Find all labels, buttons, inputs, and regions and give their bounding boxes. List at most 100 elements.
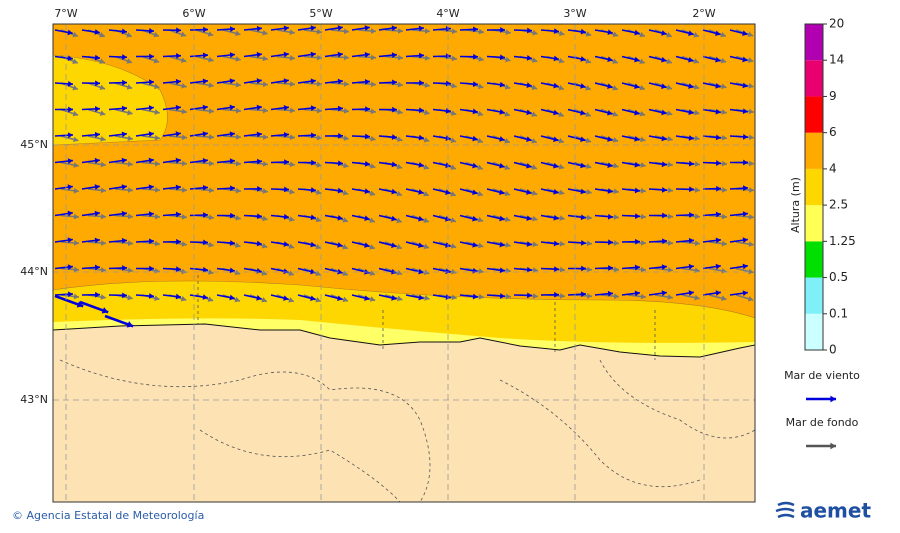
arrow-head: [748, 108, 754, 115]
arrow-head: [396, 295, 403, 302]
arrow-head: [261, 270, 267, 276]
arrow-head: [202, 104, 208, 111]
arrow-head: [424, 28, 430, 34]
arrow-head: [504, 216, 511, 222]
lon-label: 7°W: [54, 7, 77, 20]
arrow-head: [342, 217, 348, 223]
arrow-head: [419, 107, 424, 114]
arrow-head: [343, 54, 349, 61]
arrow-head: [554, 291, 559, 298]
arrow-head: [580, 28, 586, 35]
arrow-head: [315, 270, 321, 276]
arrow-head: [445, 26, 451, 32]
arrow-head: [635, 238, 640, 245]
arrow-head: [477, 216, 484, 223]
arrow-head: [283, 213, 289, 220]
arrow-head: [612, 85, 618, 91]
colorbar-segment: [805, 96, 823, 133]
arrow-head: [580, 214, 586, 221]
arrow-head: [338, 160, 343, 167]
legend-label: Mar de viento: [784, 369, 860, 382]
arrow-head: [640, 213, 646, 220]
arrow-head: [477, 164, 483, 170]
arrow-head: [451, 55, 457, 62]
arrow-head: [208, 187, 214, 194]
arrow-head: [73, 240, 79, 246]
legend-label: Mar de fondo: [786, 416, 859, 429]
arrow-head: [229, 52, 235, 58]
arrow-head: [337, 105, 343, 112]
arrow-head: [472, 215, 478, 222]
arrow-head: [499, 215, 505, 222]
arrow-head: [661, 56, 667, 63]
colorbar-frame: [804, 23, 824, 351]
arrow-head: [203, 212, 208, 218]
arrow-head: [256, 295, 262, 301]
arrow-head: [450, 164, 456, 170]
arrow-head: [94, 237, 100, 244]
arrow-head: [364, 242, 370, 248]
arrow-head: [310, 105, 316, 112]
arrow-head: [175, 211, 181, 218]
arrow-head: [607, 83, 613, 89]
arrow-head: [122, 292, 127, 299]
arrow-head: [504, 190, 511, 197]
arrow-head: [370, 54, 376, 61]
arrow-head: [667, 135, 673, 142]
arrow-head: [558, 163, 565, 170]
arrow-head: [181, 108, 187, 115]
arrow-head: [748, 187, 754, 193]
arrow-head: [423, 243, 429, 250]
arrow-head: [311, 132, 316, 139]
arrow-head: [229, 267, 235, 274]
arrow-head: [532, 29, 538, 36]
arrow-head: [553, 189, 559, 195]
arrow-head: [423, 217, 429, 223]
arrow-head: [688, 56, 694, 63]
arrow-head: [315, 216, 322, 223]
arrow-head: [667, 267, 673, 273]
arrow-head: [175, 131, 181, 137]
arrow-head: [391, 242, 397, 249]
arrow-head: [531, 84, 538, 90]
arrow-head: [742, 108, 748, 115]
arrow-head: [526, 55, 532, 61]
arrow-head: [369, 296, 376, 302]
arrow-head: [499, 136, 505, 142]
arrow-head: [499, 81, 505, 88]
arrow-head: [478, 242, 484, 249]
arrow-head: [742, 56, 748, 63]
arrow-head: [181, 160, 187, 167]
arrow-head: [148, 105, 154, 111]
arrow-head: [67, 158, 73, 164]
colorbar-segment: [805, 277, 823, 314]
arrow-head: [581, 291, 586, 298]
arrow-head: [337, 25, 343, 31]
arrow-head: [230, 212, 235, 219]
arrow-head: [208, 134, 214, 140]
arrow-head: [262, 188, 268, 194]
arrow-head: [310, 51, 316, 58]
arrow-head: [369, 217, 375, 223]
arrow-head: [419, 80, 424, 86]
arrow-head: [742, 263, 748, 270]
colorbar-label: 20: [829, 17, 844, 31]
arrow-head: [613, 214, 619, 220]
arrow-head: [532, 215, 538, 222]
arrow-head: [418, 242, 424, 249]
arrow-head: [343, 162, 349, 169]
lon-label: 5°W: [309, 7, 332, 20]
arrow-head: [640, 266, 646, 273]
arrow-head: [203, 26, 208, 33]
arrow-head: [478, 268, 484, 274]
arrow-head: [257, 213, 262, 220]
arrow-head: [559, 189, 565, 196]
arrow-head: [369, 244, 375, 250]
arrow-head: [337, 268, 343, 275]
arrow-head: [288, 297, 294, 303]
arrow-head: [284, 186, 289, 193]
arrow-head: [830, 442, 836, 450]
arrow-head: [531, 138, 537, 144]
arrow-head: [100, 294, 106, 300]
colorbar-label: 4: [829, 161, 837, 175]
